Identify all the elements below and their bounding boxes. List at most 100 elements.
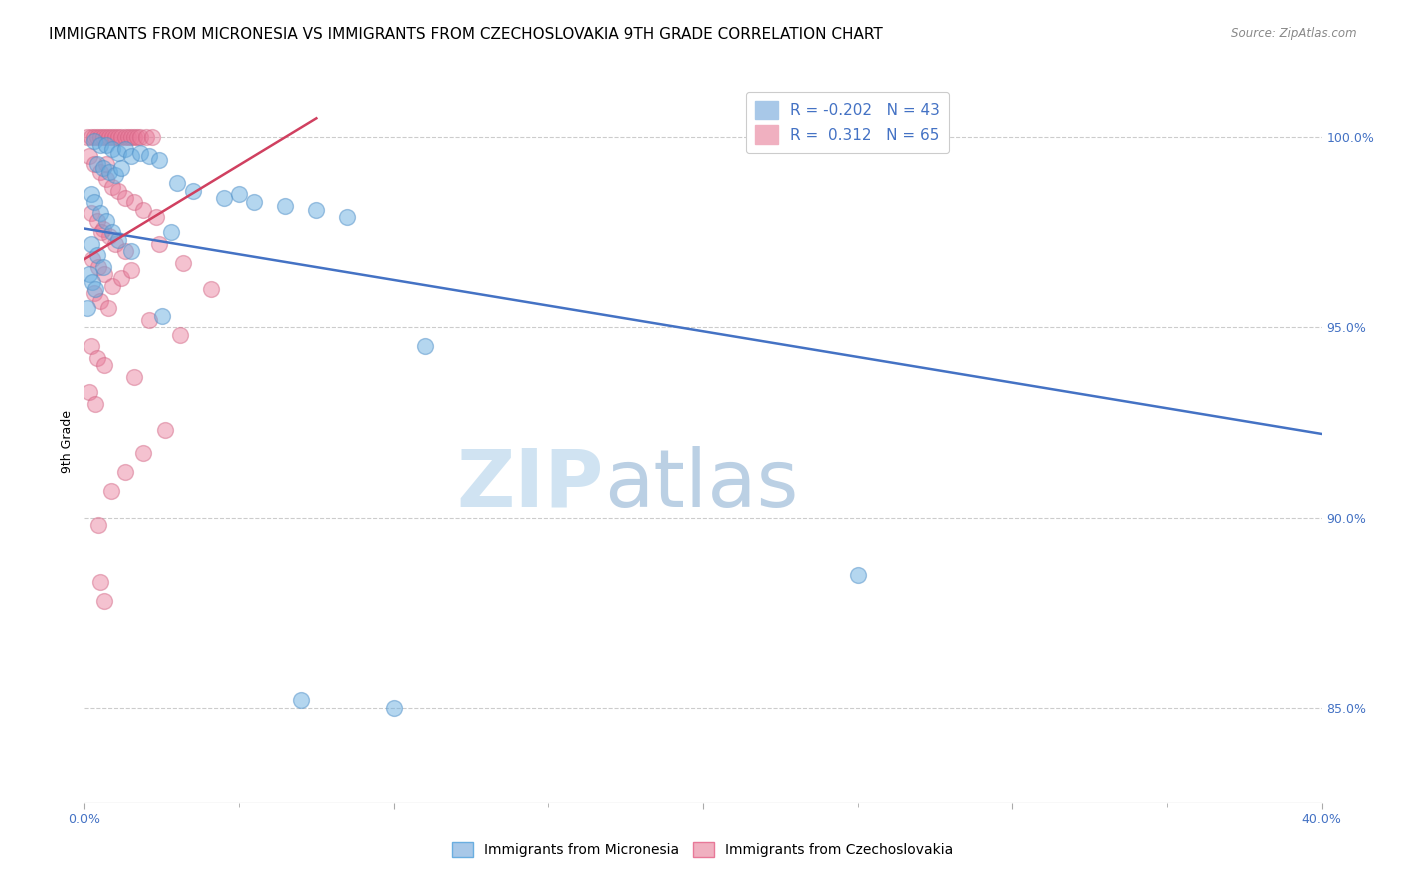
- Point: [89, 293, 111, 308]
- Point: [84, 282, 107, 296]
- Point: [104, 130, 127, 145]
- Point: [336, 210, 359, 224]
- Point: [86, 248, 108, 262]
- Point: [104, 236, 127, 251]
- Point: [76, 130, 98, 145]
- Text: ZIP: ZIP: [457, 446, 605, 524]
- Point: [120, 244, 142, 259]
- Point: [122, 130, 145, 145]
- Point: [91, 130, 114, 145]
- Point: [83, 194, 105, 209]
- Point: [166, 176, 188, 190]
- Point: [94, 137, 117, 152]
- Point: [141, 130, 163, 145]
- Point: [82, 252, 104, 266]
- Point: [122, 370, 145, 384]
- Point: [93, 594, 115, 608]
- Point: [96, 301, 118, 316]
- Point: [107, 184, 129, 198]
- Point: [172, 256, 194, 270]
- Point: [107, 233, 129, 247]
- Point: [101, 226, 124, 240]
- Point: [79, 339, 101, 353]
- Point: [846, 567, 869, 582]
- Point: [129, 145, 152, 160]
- Point: [132, 446, 155, 460]
- Point: [413, 339, 436, 353]
- Point: [200, 282, 222, 296]
- Point: [86, 157, 108, 171]
- Point: [98, 164, 121, 178]
- Point: [153, 423, 176, 437]
- Point: [98, 130, 121, 145]
- Point: [89, 130, 111, 145]
- Legend: Immigrants from Micronesia, Immigrants from Czechoslovakia: Immigrants from Micronesia, Immigrants f…: [447, 837, 959, 863]
- Point: [110, 161, 132, 175]
- Point: [107, 145, 129, 160]
- Point: [84, 396, 107, 410]
- Point: [243, 194, 266, 209]
- Point: [114, 465, 136, 479]
- Point: [120, 130, 142, 145]
- Point: [101, 130, 124, 145]
- Point: [100, 483, 122, 498]
- Point: [114, 142, 136, 156]
- Point: [89, 137, 111, 152]
- Point: [145, 210, 167, 224]
- Point: [89, 164, 111, 178]
- Point: [76, 301, 98, 316]
- Point: [169, 328, 191, 343]
- Point: [110, 271, 132, 285]
- Point: [125, 130, 148, 145]
- Point: [83, 157, 105, 171]
- Point: [79, 206, 101, 220]
- Point: [98, 229, 121, 244]
- Point: [79, 130, 101, 145]
- Point: [79, 236, 101, 251]
- Point: [87, 260, 110, 274]
- Point: [132, 202, 155, 217]
- Point: [120, 263, 142, 277]
- Point: [83, 130, 105, 145]
- Point: [129, 130, 152, 145]
- Point: [135, 130, 157, 145]
- Point: [101, 278, 124, 293]
- Point: [114, 244, 136, 259]
- Point: [114, 130, 136, 145]
- Point: [87, 518, 110, 533]
- Point: [94, 157, 117, 171]
- Point: [138, 149, 160, 163]
- Point: [228, 187, 250, 202]
- Point: [160, 226, 183, 240]
- Point: [91, 260, 114, 274]
- Point: [90, 226, 112, 240]
- Point: [89, 575, 111, 590]
- Point: [120, 149, 142, 163]
- Point: [274, 199, 297, 213]
- Point: [91, 161, 114, 175]
- Point: [212, 191, 235, 205]
- Point: [89, 206, 111, 220]
- Point: [86, 130, 108, 145]
- Point: [79, 187, 101, 202]
- Point: [83, 286, 105, 301]
- Point: [93, 359, 115, 373]
- Point: [93, 267, 115, 281]
- Point: [107, 130, 129, 145]
- Point: [82, 275, 104, 289]
- Point: [122, 194, 145, 209]
- Point: [148, 236, 170, 251]
- Point: [94, 214, 117, 228]
- Point: [101, 179, 124, 194]
- Point: [77, 385, 100, 400]
- Point: [94, 172, 117, 186]
- Point: [101, 142, 124, 156]
- Point: [114, 191, 136, 205]
- Text: IMMIGRANTS FROM MICRONESIA VS IMMIGRANTS FROM CZECHOSLOVAKIA 9TH GRADE CORRELATI: IMMIGRANTS FROM MICRONESIA VS IMMIGRANTS…: [49, 27, 883, 42]
- Point: [77, 267, 100, 281]
- Point: [150, 309, 173, 323]
- Point: [104, 169, 127, 183]
- Point: [181, 184, 204, 198]
- Point: [83, 134, 105, 148]
- Point: [290, 693, 312, 707]
